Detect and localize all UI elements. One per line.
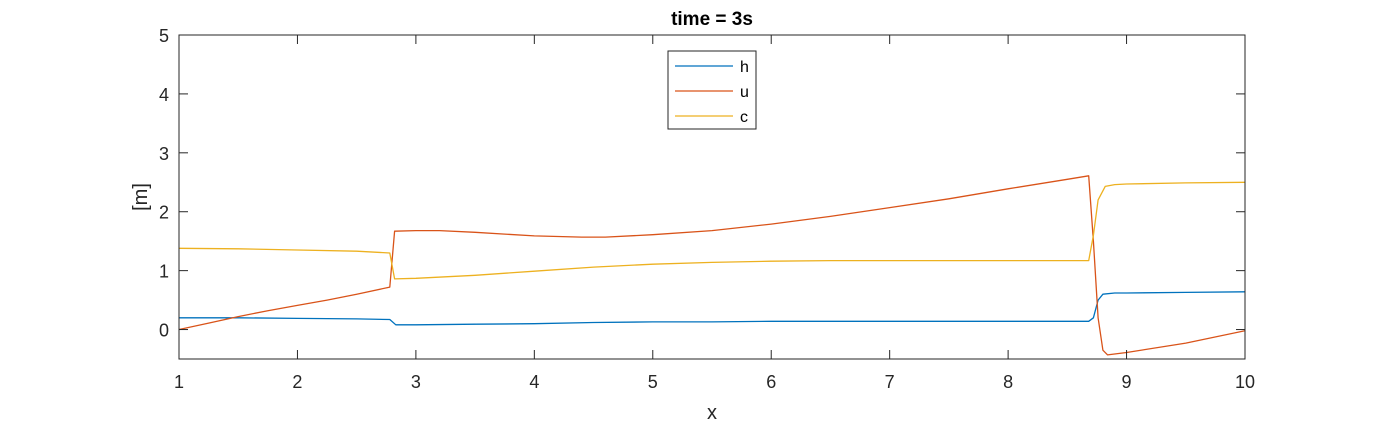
legend-label-h: h — [740, 59, 749, 76]
x-tick-label: 4 — [529, 372, 539, 392]
series-line-h — [179, 291, 1245, 326]
y-tick-label: 0 — [159, 321, 169, 341]
x-tick-label: 5 — [648, 372, 658, 392]
legend-label-u: u — [740, 84, 749, 101]
series-layer — [179, 175, 1245, 356]
x-axis-label: x — [707, 402, 717, 424]
y-axis-label: [m] — [130, 183, 152, 211]
y-tick-label: 3 — [159, 144, 169, 164]
x-tick-label: 2 — [292, 372, 302, 392]
x-tick-label: 10 — [1235, 372, 1255, 392]
x-tick-label: 6 — [766, 372, 776, 392]
chart-title: time = 3s — [671, 9, 753, 30]
legend: huc — [667, 50, 757, 130]
series-line-u — [179, 175, 1245, 356]
y-tick-label: 5 — [159, 26, 169, 46]
x-tick-label: 1 — [174, 372, 184, 392]
x-tick-label: 8 — [1003, 372, 1013, 392]
series-line-c — [179, 181, 1245, 280]
y-tick-label: 2 — [159, 203, 169, 223]
y-tick-label: 4 — [159, 85, 169, 105]
x-tick-label: 7 — [885, 372, 895, 392]
x-tick-label: 9 — [1122, 372, 1132, 392]
axes-box — [178, 34, 1246, 360]
x-tick-label: 3 — [411, 372, 421, 392]
legend-label-c: c — [740, 109, 748, 126]
y-tick-label: 1 — [159, 262, 169, 282]
ticks-layer: 1 2 3 4 5 6 7 8 9 10 0 1 2 3 4 5 — [159, 26, 1255, 392]
